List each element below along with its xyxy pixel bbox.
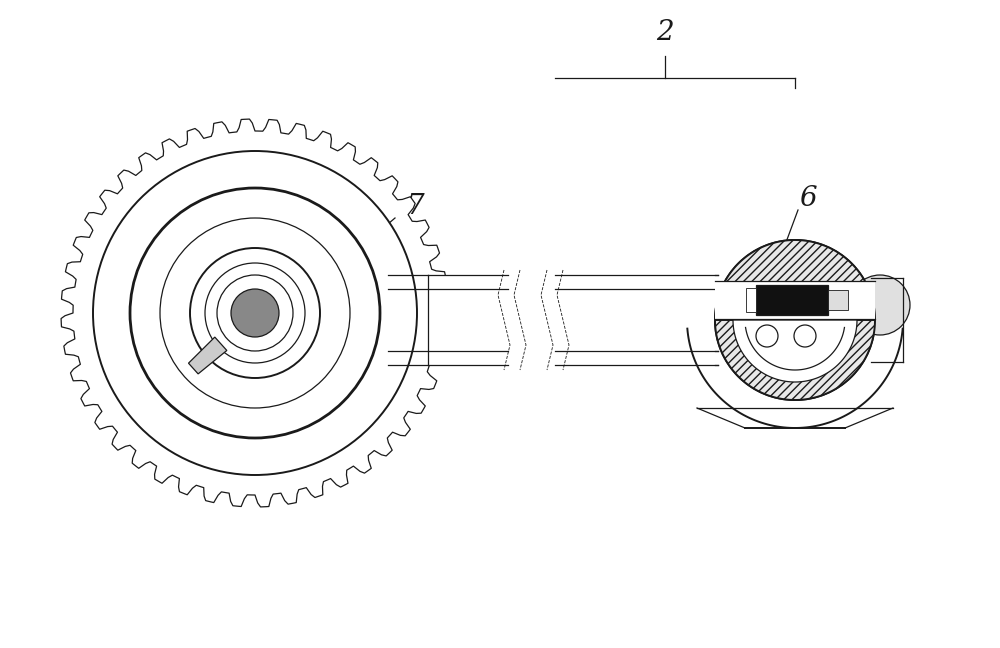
Polygon shape xyxy=(756,285,828,315)
Polygon shape xyxy=(715,240,875,320)
Polygon shape xyxy=(733,320,857,382)
Circle shape xyxy=(190,248,320,378)
Polygon shape xyxy=(715,281,875,319)
Circle shape xyxy=(850,275,910,335)
Polygon shape xyxy=(428,275,508,365)
Circle shape xyxy=(794,325,816,347)
Circle shape xyxy=(231,289,279,337)
Circle shape xyxy=(160,218,350,408)
Circle shape xyxy=(130,188,380,438)
Text: 7: 7 xyxy=(406,192,424,220)
Polygon shape xyxy=(746,288,756,312)
Circle shape xyxy=(93,151,417,475)
Text: 2: 2 xyxy=(656,19,674,47)
Circle shape xyxy=(205,263,305,363)
Circle shape xyxy=(756,325,778,347)
Circle shape xyxy=(59,117,451,509)
Circle shape xyxy=(715,240,875,400)
Polygon shape xyxy=(828,290,848,310)
Polygon shape xyxy=(555,275,718,365)
Text: 6: 6 xyxy=(799,185,817,211)
Polygon shape xyxy=(189,337,227,374)
Polygon shape xyxy=(715,320,875,400)
Circle shape xyxy=(217,275,293,351)
